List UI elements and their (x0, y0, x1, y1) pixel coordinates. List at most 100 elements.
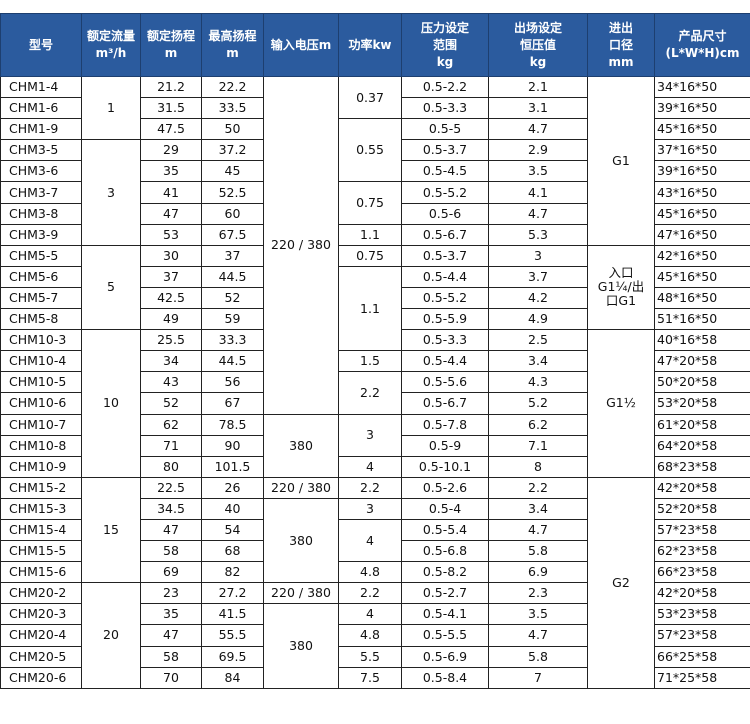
head-cell: 22.5 (140, 476, 202, 499)
max-head-cell: 52.5 (201, 181, 264, 204)
dimensions-cell: 68*23*58 (654, 455, 750, 478)
max-head-cell: 68 (201, 540, 264, 563)
table-row: CHM20-5 58 69.5 5.5 0.5-6.9 5.8 66*25*58 (0, 645, 750, 668)
dimensions-cell: 62*23*58 (654, 540, 750, 563)
power-cell: 1.5 (338, 350, 402, 373)
dimensions-cell: 52*20*58 (654, 497, 750, 520)
model-cell: CHM20-2 (0, 582, 82, 605)
model-cell: CHM20-4 (0, 624, 82, 647)
head-cell: 70 (140, 666, 202, 689)
pressure-range-cell: 0.5-7.8 (401, 413, 489, 436)
model-cell: CHM1-4 (0, 75, 82, 99)
model-cell: CHM5-6 (0, 265, 82, 288)
table-row: CHM5-7 42.5 52 0.5-5.2 4.2 48*16*50 (0, 286, 750, 310)
factory-setting-cell: 3.4 (488, 350, 588, 373)
factory-setting-cell: 3.1 (488, 97, 588, 120)
factory-setting-cell: 3.5 (488, 603, 588, 626)
dimensions-cell: 47*16*50 (654, 223, 750, 246)
power-cell: 4.8 (338, 561, 402, 584)
header-dimensions: 产品尺寸 (L*W*H)cm (654, 13, 750, 77)
model-cell: CHM3-9 (0, 223, 82, 246)
max-head-cell: 82 (201, 561, 264, 584)
factory-setting-cell: 5.8 (488, 540, 588, 563)
factory-setting-cell: 2.3 (488, 582, 588, 605)
factory-setting-cell: 3.5 (488, 160, 588, 183)
table-row: CHM1-9 47.5 50 0.55 0.5-5 4.7 45*16*50 (0, 118, 750, 183)
pressure-range-cell: 0.5-4.5 (401, 160, 489, 183)
table-row: CHM3-6 35 45 0.5-4.5 3.5 39*16*50 (0, 160, 750, 183)
table-row: CHM3-8 47 60 0.5-6 4.7 45*16*50 (0, 202, 750, 225)
pressure-range-cell: 0.5-3.3 (401, 97, 489, 120)
head-cell: 42.5 (140, 286, 202, 310)
pressure-range-cell: 0.5-6.7 (401, 223, 489, 246)
pressure-range-cell: 0.5-5.9 (401, 308, 489, 331)
model-cell: CHM15-6 (0, 561, 82, 584)
power-cell: 1.1 (338, 265, 402, 352)
model-cell: CHM3-8 (0, 202, 82, 225)
header-pressure-range: 压力设定 范围 kg (401, 13, 489, 77)
voltage-cell: 220 / 380 (263, 582, 339, 605)
table-row: CHM1-4 1 21.2 22.2 220 / 380 0.37 0.5-2.2 2.1 G1… (0, 75, 750, 415)
model-cell: CHM5-5 (0, 244, 82, 267)
head-cell: 47 (140, 202, 202, 225)
head-cell: 62 (140, 413, 202, 436)
model-cell: CHM10-4 (0, 350, 82, 373)
model-cell: CHM3-7 (0, 181, 82, 204)
dimensions-cell: 34*16*50 (654, 75, 750, 99)
max-head-cell: 90 (201, 434, 264, 457)
max-head-cell: 26 (201, 476, 264, 499)
power-cell: 2.2 (338, 582, 402, 605)
pressure-range-cell: 0.5-5.5 (401, 624, 489, 647)
table-row: CHM1-6 31.5 33.5 0.5-3.3 3.1 39*16*50 (0, 97, 750, 120)
dimensions-cell: 53*23*58 (654, 603, 750, 626)
factory-setting-cell: 4.9 (488, 308, 588, 331)
dimensions-cell: 71*25*58 (654, 666, 750, 689)
port-size-cell: G1 (587, 76, 655, 246)
power-cell: 4 (338, 518, 402, 563)
factory-setting-cell: 2.5 (488, 329, 588, 352)
table-row: CHM15-4 47 54 4 0.5-5.4 4.7 57*23*58 (0, 518, 750, 563)
model-cell: CHM10-3 (0, 329, 82, 352)
power-cell: 4.8 (338, 624, 402, 647)
pressure-range-cell: 0.5-4 (401, 497, 489, 520)
model-cell: CHM3-6 (0, 160, 82, 183)
table-row: CHM3-5 3 29 37.2 0.5-3.7 2.9 37*16*50 (0, 139, 750, 246)
table-row: CHM10-8 71 90 0.5-9 7.1 64*20*58 (0, 434, 750, 457)
voltage-cell: 380 (263, 497, 339, 584)
model-cell: CHM10-9 (0, 455, 82, 478)
power-cell: 4 (338, 455, 402, 478)
head-cell: 35 (140, 160, 202, 183)
head-cell: 47.5 (140, 118, 202, 141)
model-cell: CHM5-8 (0, 308, 82, 331)
factory-setting-cell: 3.7 (488, 265, 588, 288)
dimensions-cell: 37*16*50 (654, 139, 750, 162)
head-cell: 30 (140, 244, 202, 267)
table-row: CHM10-6 52 67 0.5-6.7 5.2 53*20*58 (0, 392, 750, 415)
head-cell: 34.5 (140, 497, 202, 520)
table-row: CHM20-2 20 23 27.2 220 / 380 2.2 0.5-2.7 2.3 42*… (0, 582, 750, 689)
pressure-range-cell: 0.5-6.7 (401, 392, 489, 415)
power-cell: 0.75 (338, 181, 402, 225)
factory-setting-cell: 2.9 (488, 139, 588, 162)
pressure-range-cell: 0.5-4.4 (401, 350, 489, 373)
head-cell: 21.2 (140, 75, 202, 99)
table-row: CHM10-7 62 78.5 380 3 0.5-7.8 6.2 61*20*58 (0, 413, 750, 478)
head-cell: 52 (140, 392, 202, 415)
pressure-range-cell: 0.5-2.2 (401, 75, 489, 99)
head-cell: 80 (140, 455, 202, 478)
power-cell: 2.2 (338, 476, 402, 499)
factory-setting-cell: 4.7 (488, 118, 588, 141)
head-cell: 49 (140, 308, 202, 331)
power-cell: 4 (338, 603, 402, 626)
pressure-range-cell: 0.5-3.7 (401, 139, 489, 162)
head-cell: 29 (140, 139, 202, 162)
pressure-range-cell: 0.5-10.1 (401, 455, 489, 478)
head-cell: 58 (140, 540, 202, 563)
head-cell: 47 (140, 518, 202, 542)
pressure-range-cell: 0.5-5.6 (401, 371, 489, 394)
pressure-range-cell: 0.5-6.8 (401, 540, 489, 563)
factory-setting-cell: 7 (488, 666, 588, 689)
flow-cell: 3 (81, 139, 141, 246)
power-cell: 3 (338, 413, 402, 457)
factory-setting-cell: 5.2 (488, 392, 588, 415)
